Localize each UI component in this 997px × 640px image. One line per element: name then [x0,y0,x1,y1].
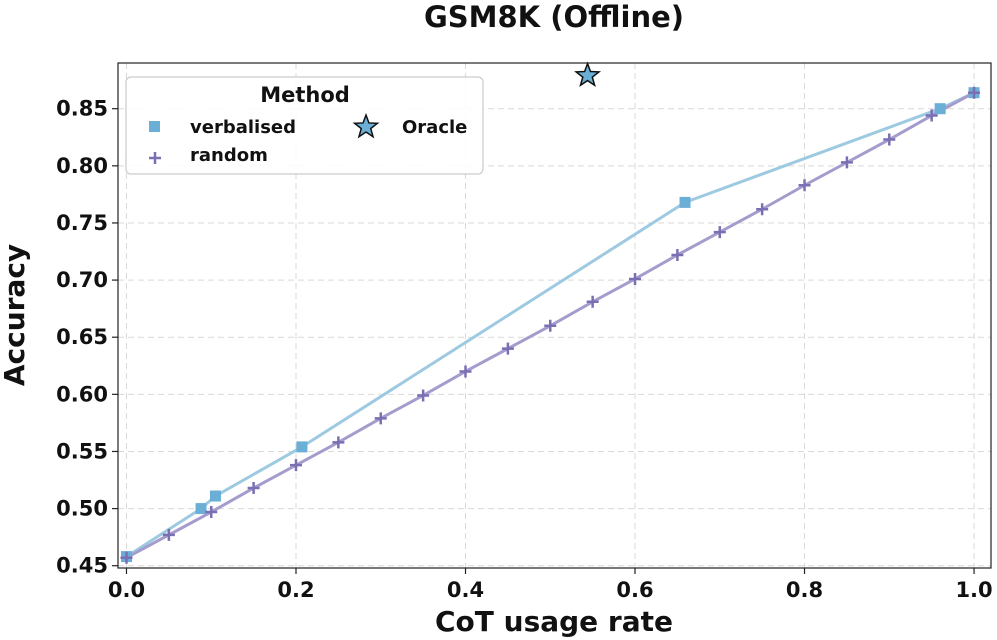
random-point [968,86,981,99]
legend-verbalised-label: verbalised [190,117,296,138]
random-point [840,156,853,169]
x-tick-label: 0.4 [447,578,484,602]
random-point [417,389,430,402]
plot-frame [117,62,992,569]
y-tick-label: 0.65 [56,325,108,349]
legend-random-marker [149,152,161,164]
y-axis-ticks: 0.45 0.50 0.55 0.60 0.65 0.70 0.75 0.80 0.85 [56,97,118,578]
random-point [459,365,472,378]
random-point [629,272,642,285]
y-tick-label: 0.50 [56,497,108,521]
y-tick-label: 0.70 [56,268,108,292]
verbalised-point [934,103,946,115]
x-tick-label: 0.2 [277,578,314,602]
legend: Method verbalised random Oracle [125,76,484,175]
y-tick-label: 0.85 [56,97,108,121]
x-tick-label: 0.0 [108,578,145,602]
random-point [925,109,938,122]
x-tick-label: 0.8 [786,578,823,602]
x-axis-ticks: 0.0 0.2 0.4 0.6 0.8 1.0 [108,568,993,602]
random-point [501,342,514,355]
legend-random-label: random [190,145,268,166]
y-tick-label: 0.45 [56,554,108,578]
verbalised-point [296,441,308,453]
legend-box [125,76,484,175]
random-point [374,412,387,425]
random-point [289,459,302,472]
legend-oracle-label: Oracle [402,117,467,138]
legend-oracle-marker [352,112,380,139]
random-point [205,506,218,519]
y-axis-label: Accuracy [0,244,31,386]
random-point [713,226,726,239]
verbalised-point [679,196,691,208]
x-tick-label: 1.0 [955,578,992,602]
y-tick-label: 0.80 [56,154,108,178]
random-point [332,436,345,449]
random-point [756,203,769,216]
verbalised-point [195,503,207,515]
x-axis-label: CoT usage rate [435,605,673,638]
x-tick-label: 0.6 [616,578,653,602]
legend-title: Method [260,83,350,107]
verbalised-point [209,490,221,502]
random-point [883,133,896,146]
series-markers [120,61,981,564]
y-tick-label: 0.75 [56,211,108,235]
oracle-point [574,61,602,88]
chart-title: GSM8K (Offline) [424,0,684,34]
random-point [120,551,133,564]
random-point [247,482,260,495]
random-point [671,248,684,261]
random-point [586,295,599,308]
y-tick-label: 0.60 [56,382,108,406]
random-point [798,179,811,192]
random-point [162,528,175,541]
legend-verbalised-marker [149,121,160,132]
random-point [544,319,557,332]
y-tick-label: 0.55 [56,439,108,463]
